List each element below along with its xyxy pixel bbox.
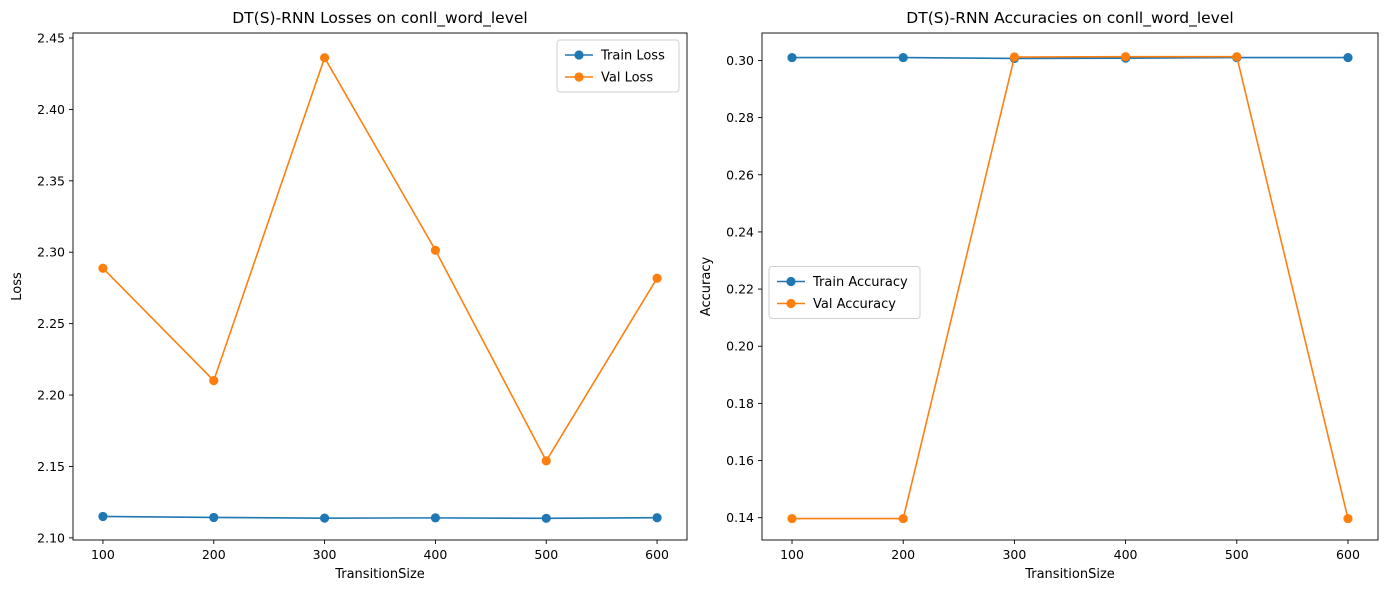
loss-chart: DT(S)-RNN Losses on conll_word_level Tra… (10, 9, 688, 582)
loss-chart-xtick-label: 300 (313, 547, 337, 562)
accuracy-chart-legend-train-accuracy-label: Train Accuracy (812, 275, 908, 290)
loss-chart-val-loss-line (102, 55, 658, 463)
accuracy-chart-legend-val-accuracy-label: Val Accuracy (813, 297, 896, 312)
loss-chart-ytick-label: 2.25 (37, 316, 65, 331)
accuracy-chart-legend-train-accuracy-marker (786, 276, 796, 287)
accuracy-chart-ylabel: Accuracy (699, 257, 714, 317)
accuracy-chart-xtick-label: 300 (1002, 547, 1026, 562)
accuracy-chart-ytick-label: 0.24 (726, 224, 754, 239)
accuracy-chart-val-accuracy-point (1343, 513, 1353, 524)
accuracy-chart-ytick-label: 0.14 (726, 510, 754, 525)
loss-chart-val-loss-point (541, 456, 551, 466)
loss-chart-ytick-label: 2.35 (37, 173, 65, 188)
accuracy-chart-axes-frame (761, 32, 1379, 541)
loss-chart-xtick-label: 100 (91, 547, 115, 562)
loss-chart-val-loss-point (98, 263, 108, 273)
accuracy-chart: DT(S)-RNN Accuracies on conll_word_level… (699, 9, 1379, 582)
accuracy-chart-ytick-label: 0.18 (726, 396, 754, 411)
loss-chart-xtick-label: 400 (423, 547, 447, 562)
accuracy-chart-xtick-label: 400 (1114, 547, 1138, 562)
loss-chart-ytick-label: 2.20 (37, 388, 65, 403)
accuracy-chart-val-accuracy-point (1120, 52, 1131, 62)
loss-chart-train-loss-point (652, 513, 662, 523)
loss-chart-val-loss-point (430, 245, 441, 255)
loss-chart-xtick-label: 200 (202, 547, 226, 562)
loss-chart-legend-box (556, 39, 680, 93)
loss-chart-xlabel: TransitionSize (334, 567, 425, 582)
loss-chart-ytick-label: 2.30 (37, 245, 65, 260)
accuracy-chart-legend-box (768, 266, 921, 319)
accuracy-chart-xtick-label: 500 (1225, 547, 1249, 562)
loss-chart-legend-train-loss-marker (574, 50, 584, 60)
accuracy-chart-xtick-label: 200 (891, 547, 915, 562)
loss-chart-train-loss-point (541, 513, 551, 523)
accuracy-chart-ytick-label: 0.20 (726, 339, 754, 354)
accuracy-chart-train-accuracy-line (792, 56, 1348, 60)
accuracy-chart-val-accuracy-line (792, 55, 1349, 520)
accuracy-chart-legend: Train Accuracy Val Accuracy (768, 266, 921, 319)
accuracy-chart-train-accuracy-point (787, 52, 797, 63)
loss-chart-title: DT(S)-RNN Losses on conll_word_level (232, 9, 527, 28)
loss-chart-axes-frame (72, 32, 688, 541)
accuracy-chart-val-accuracy-point (898, 513, 908, 524)
loss-chart-legend: Train Loss Val Loss (556, 39, 680, 93)
loss-chart-ytick-label: 2.15 (37, 459, 65, 474)
loss-chart-ylabel: Loss (10, 272, 25, 301)
accuracy-chart-legend-val-accuracy-marker (786, 298, 796, 309)
loss-chart-train-loss-point (319, 513, 330, 523)
accuracy-chart-xtick-label: 100 (780, 547, 804, 562)
accuracy-chart-ticks: 100 200 300 400 500 600 0.14 0.16 0.18 0.20 0.22 0.… (726, 53, 1360, 562)
loss-chart-legend-val-loss-marker (574, 72, 584, 82)
loss-chart-xtick-label: 500 (534, 547, 558, 562)
loss-chart-legend-train-loss-label: Train Loss (600, 49, 665, 64)
loss-chart-train-loss-point (209, 512, 219, 523)
accuracy-chart-ytick-label: 0.26 (726, 167, 754, 182)
accuracy-chart-plot-area (787, 52, 1353, 524)
loss-chart-train-loss-point (98, 511, 108, 522)
loss-chart-legend-val-loss-label: Val Loss (601, 71, 653, 86)
accuracy-chart-val-accuracy-point (1232, 52, 1242, 62)
accuracy-chart-xlabel: TransitionSize (1024, 567, 1115, 582)
loss-chart-train-loss-point (430, 513, 441, 523)
loss-chart-train-loss-line (102, 515, 658, 520)
accuracy-chart-title: DT(S)-RNN Accuracies on conll_word_level (906, 9, 1233, 28)
loss-chart-val-loss-point (652, 273, 662, 283)
accuracy-chart-val-accuracy-point (787, 513, 797, 524)
loss-chart-ticks: 100 200 300 400 500 600 2.10 2.15 2.20 2.25 2.30 2.… (37, 30, 669, 562)
accuracy-chart-train-accuracy-point (898, 52, 908, 63)
accuracy-chart-ytick-label: 0.28 (726, 110, 754, 125)
accuracy-chart-ytick-label: 0.22 (726, 282, 754, 297)
loss-chart-val-loss-point (319, 53, 330, 63)
loss-chart-ytick-label: 2.45 (37, 30, 65, 45)
loss-chart-xtick-label: 600 (645, 547, 669, 562)
loss-chart-ytick-label: 2.40 (37, 102, 65, 117)
accuracy-chart-xtick-label: 600 (1336, 547, 1360, 562)
loss-chart-ytick-label: 2.10 (37, 530, 65, 545)
accuracy-chart-train-accuracy-point (1343, 52, 1353, 63)
accuracy-chart-val-accuracy-point (1009, 52, 1020, 62)
loss-chart-plot-area (98, 53, 662, 523)
accuracy-chart-ytick-label: 0.30 (726, 53, 754, 68)
accuracy-chart-ytick-label: 0.16 (726, 453, 754, 468)
loss-chart-val-loss-point (209, 376, 219, 386)
